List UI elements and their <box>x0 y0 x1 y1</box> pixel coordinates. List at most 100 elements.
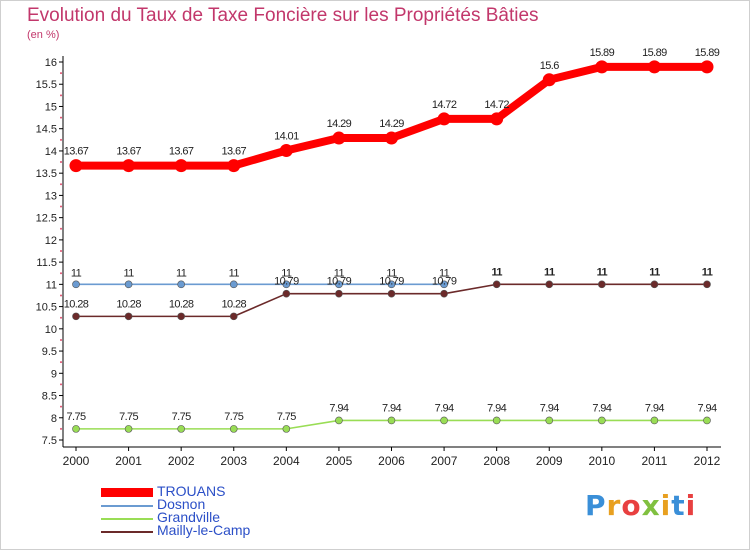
data-point <box>650 280 659 289</box>
logo-letter: P <box>585 489 607 522</box>
y-minor-tick <box>60 183 62 186</box>
y-minor-tick <box>60 227 62 230</box>
data-point <box>229 425 238 433</box>
y-minor-tick <box>60 72 62 75</box>
data-point <box>124 312 133 321</box>
legend-label-grandville: Grandville <box>157 509 221 525</box>
y-tick-label: 7.5 <box>42 435 57 447</box>
data-label: 15.89 <box>695 47 720 59</box>
y-minor-tick <box>60 116 62 119</box>
chart-title: Evolution du Taux de Taxe Foncière sur l… <box>27 5 539 26</box>
data-point <box>69 159 83 173</box>
data-label: 11 <box>544 266 555 278</box>
data-point <box>229 280 238 289</box>
logo-letter: i <box>660 489 672 522</box>
y-minor-tick <box>60 272 62 275</box>
data-point <box>545 280 554 289</box>
data-point <box>72 312 80 321</box>
data-point <box>440 416 448 425</box>
legend-item-mailly: Mailly-le-Camp <box>101 522 321 538</box>
data-point <box>490 112 504 126</box>
data-point <box>335 280 343 289</box>
data-point <box>545 416 554 425</box>
data-label: 7.75 <box>224 411 243 423</box>
y-tick-label: 13 <box>45 190 57 202</box>
data-point <box>282 425 291 433</box>
data-label: 7.94 <box>697 402 716 414</box>
data-label: 11 <box>386 267 397 279</box>
data-label: 7.94 <box>435 402 454 414</box>
y-tick-label: 10 <box>45 324 57 336</box>
data-point <box>227 159 241 173</box>
y-tick-label: 12 <box>45 235 57 247</box>
y-tick-label: 16 <box>45 57 57 69</box>
data-label: 7.94 <box>592 402 611 414</box>
data-label: 7.94 <box>382 402 401 414</box>
data-label: 13.67 <box>169 146 194 158</box>
data-label: 14.72 <box>432 99 457 111</box>
x-tick-label: 2001 <box>115 454 142 468</box>
data-label: 7.94 <box>645 402 664 414</box>
data-label: 10.79 <box>379 276 404 288</box>
data-label: 7.75 <box>66 411 85 423</box>
data-label: 11 <box>229 267 240 279</box>
data-label: 15.89 <box>590 47 615 59</box>
data-point <box>282 280 291 289</box>
data-label: 10.28 <box>221 298 246 310</box>
data-point <box>72 280 80 289</box>
proxiti-logo: Proxiti <box>585 489 696 522</box>
data-point <box>335 416 343 425</box>
data-point <box>229 312 238 321</box>
y-minor-tick <box>60 138 62 141</box>
data-point <box>387 280 396 289</box>
y-tick-label: 14.5 <box>36 124 57 136</box>
data-label: 10.28 <box>64 298 89 310</box>
data-label: 10.28 <box>116 298 141 310</box>
y-tick-label: 9.5 <box>42 346 57 358</box>
y-minor-tick <box>60 94 62 97</box>
data-point <box>72 425 80 433</box>
data-point <box>598 416 606 425</box>
logo-letter: i <box>685 489 697 522</box>
legend-swatch-trouans <box>101 488 153 497</box>
data-point <box>440 280 448 289</box>
y-minor-tick <box>60 383 62 386</box>
data-point <box>335 289 343 298</box>
y-tick-label: 8 <box>51 413 57 425</box>
y-minor-tick <box>60 316 62 319</box>
data-label: 7.94 <box>540 402 559 414</box>
data-label: 11 <box>176 267 187 279</box>
y-tick-label: 11 <box>46 279 57 291</box>
logo-letter: r <box>606 489 622 522</box>
data-point <box>177 312 185 321</box>
data-label: 11 <box>281 267 292 279</box>
data-label: 11 <box>597 266 608 278</box>
data-point <box>703 416 711 425</box>
data-label: 7.75 <box>172 411 191 423</box>
data-label: 14.01 <box>274 130 299 142</box>
data-label: 10.79 <box>274 276 299 288</box>
x-tick-label: 2008 <box>483 454 510 468</box>
data-label: 11 <box>439 267 450 279</box>
data-label: 14.29 <box>327 118 352 130</box>
data-label: 11 <box>702 266 713 278</box>
data-point <box>385 131 398 145</box>
y-minor-tick <box>60 361 62 364</box>
data-label: 15.6 <box>540 60 559 72</box>
y-tick-label: 10.5 <box>36 302 57 314</box>
legend-label-trouans: TROUANS <box>157 483 226 499</box>
data-label: 7.75 <box>119 411 138 423</box>
data-label: 10.28 <box>169 298 194 310</box>
data-point <box>387 289 396 298</box>
data-point <box>492 280 501 289</box>
y-minor-tick <box>60 427 62 430</box>
data-label: 13.67 <box>64 146 89 158</box>
y-tick-label: 11.5 <box>36 257 57 269</box>
data-label: 11 <box>334 267 345 279</box>
logo-letter: o <box>621 489 642 522</box>
y-minor-tick <box>60 161 62 164</box>
data-point <box>595 60 609 74</box>
legend-label-mailly: Mailly-le-Camp <box>157 522 251 538</box>
